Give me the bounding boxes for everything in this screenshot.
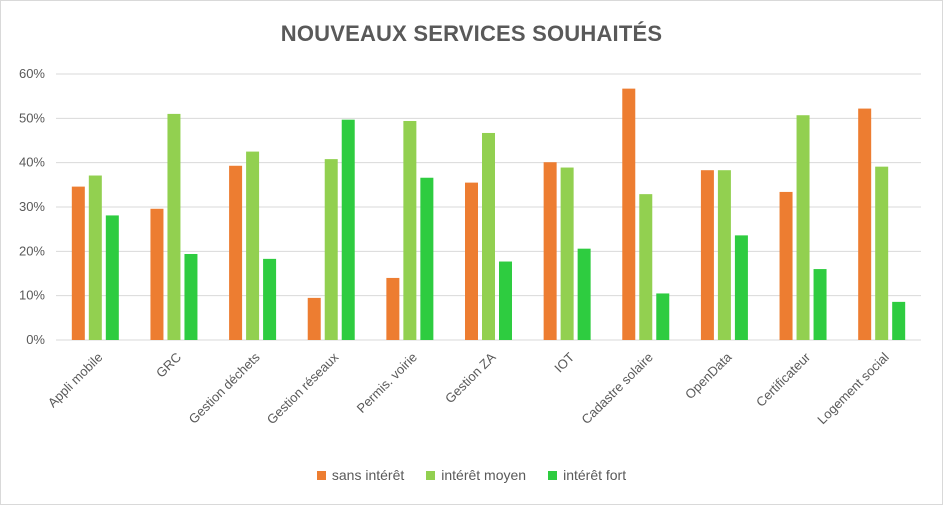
bar bbox=[184, 253, 198, 340]
bar bbox=[263, 258, 277, 340]
y-tick-label: 0% bbox=[26, 332, 45, 347]
legend-swatch bbox=[316, 470, 326, 480]
bar bbox=[307, 297, 321, 340]
bar bbox=[167, 113, 181, 341]
bar bbox=[420, 177, 434, 340]
x-tick-label: IOT bbox=[551, 349, 577, 375]
bar bbox=[150, 208, 164, 340]
x-tick-label: Gestion déchets bbox=[186, 349, 263, 426]
bar bbox=[858, 108, 872, 340]
chart-title: NOUVEAUX SERVICES SOUHAITÉS bbox=[280, 21, 663, 46]
bar bbox=[403, 120, 417, 340]
legend-label: sans intérêt bbox=[331, 467, 405, 483]
x-tick-label: Gestion ZA bbox=[442, 349, 499, 406]
bar bbox=[734, 235, 748, 340]
x-tick-label: Certificateur bbox=[753, 349, 814, 410]
bar bbox=[779, 191, 793, 340]
bar bbox=[875, 166, 889, 340]
legend-label: intérêt moyen bbox=[441, 467, 527, 483]
y-tick-label: 20% bbox=[19, 243, 45, 258]
bar bbox=[386, 277, 400, 340]
y-tick-label: 40% bbox=[19, 155, 45, 170]
legend-item: intérêt fort bbox=[548, 467, 626, 483]
bar bbox=[246, 151, 260, 340]
x-tick-label: Appli mobile bbox=[45, 350, 106, 411]
bar bbox=[105, 215, 119, 340]
x-tick-label: Logement social bbox=[814, 349, 892, 427]
bar bbox=[639, 194, 653, 340]
bar bbox=[482, 132, 495, 340]
legend-swatch bbox=[426, 470, 436, 480]
bar bbox=[324, 159, 338, 340]
bar bbox=[700, 170, 714, 340]
bar bbox=[499, 261, 512, 340]
legend-item: sans intérêt bbox=[316, 467, 405, 483]
bar bbox=[796, 115, 810, 340]
x-tick-label: Permis. voirie bbox=[354, 350, 420, 416]
y-tick-label: 50% bbox=[19, 110, 45, 125]
y-tick-label: 10% bbox=[19, 288, 45, 303]
bar bbox=[560, 167, 574, 340]
y-tick-label: 30% bbox=[19, 199, 45, 214]
bar bbox=[341, 119, 355, 340]
bar bbox=[892, 301, 906, 340]
legend-label: intérêt fort bbox=[563, 467, 627, 483]
bar bbox=[813, 269, 827, 340]
legend-item: intérêt moyen bbox=[426, 467, 526, 483]
chart-legend: sans intérêt intérêt moyen intérêt fort bbox=[1, 467, 942, 483]
x-tick-label: GRC bbox=[153, 350, 184, 381]
bar bbox=[577, 248, 591, 340]
bar bbox=[229, 165, 243, 340]
bar bbox=[622, 88, 636, 340]
bar bbox=[656, 293, 670, 340]
x-tick-label: Cadastre solaire bbox=[578, 350, 656, 428]
bar bbox=[71, 186, 85, 340]
x-tick-label: OpenData bbox=[682, 349, 735, 402]
bar bbox=[717, 170, 731, 340]
y-tick-label: 60% bbox=[19, 66, 45, 81]
bar bbox=[543, 162, 557, 340]
x-tick-label: Gestion réseaux bbox=[264, 349, 342, 427]
bar bbox=[465, 182, 478, 340]
bar bbox=[88, 175, 102, 340]
legend-swatch bbox=[548, 470, 558, 480]
